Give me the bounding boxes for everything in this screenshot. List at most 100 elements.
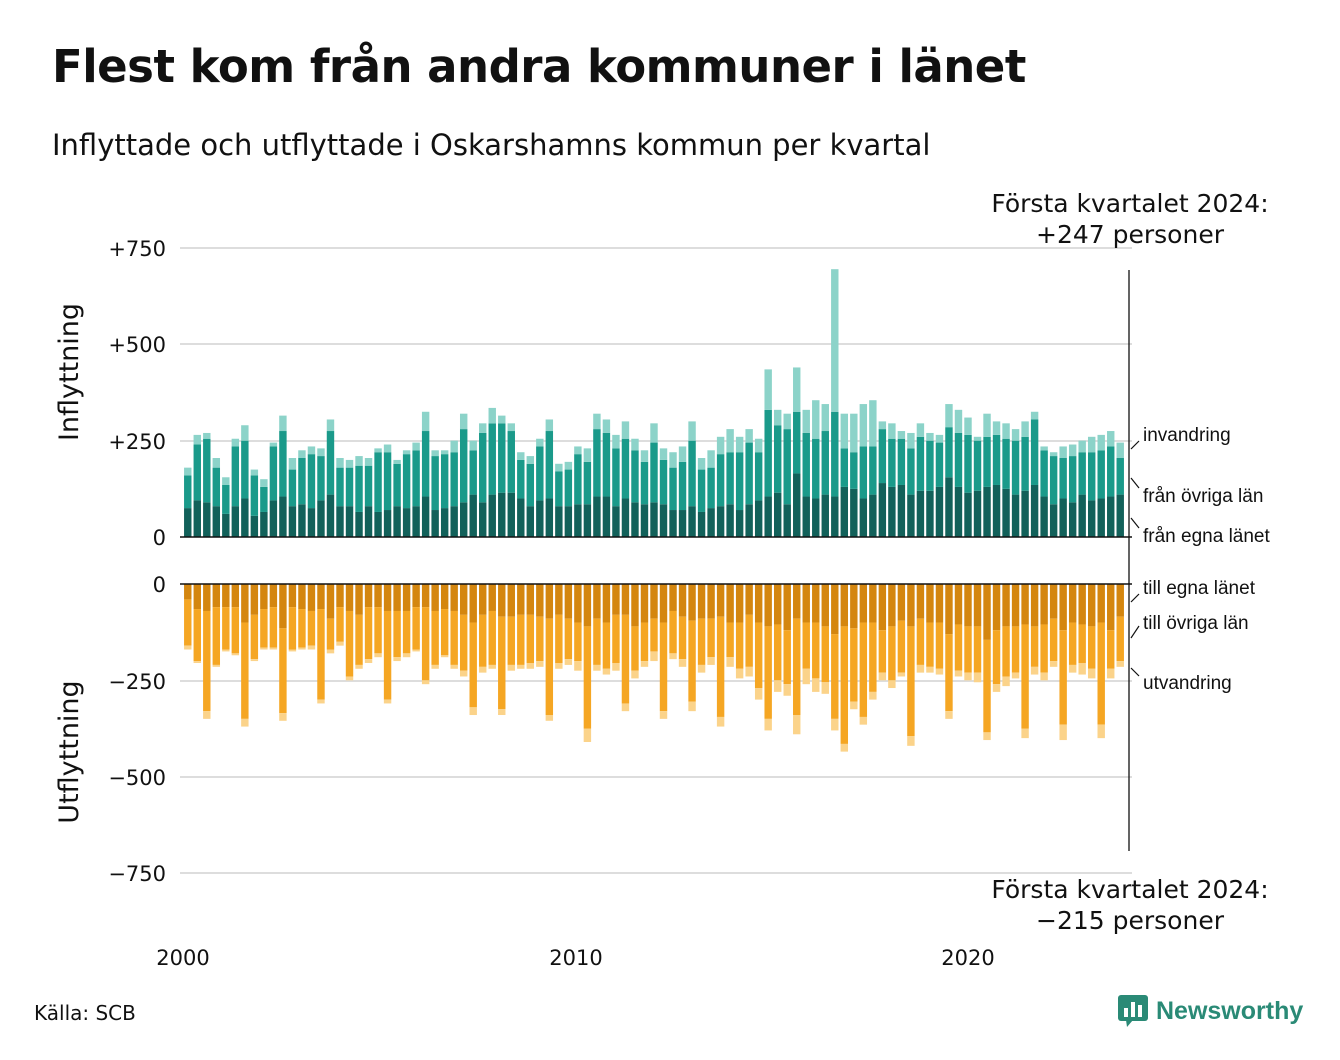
out-bar-utvandring [659,711,668,719]
out-bar-egna-lanet [498,584,506,617]
brand-name: Newsworthy [1156,996,1304,1025]
out-bar-ovriga-lan [317,609,325,700]
in-bar-egna-lanet [954,486,963,537]
out-bar-egna-lanet [754,584,763,623]
out-bar-egna-lanet [793,584,801,619]
in-bar-invandring [612,434,620,449]
out-bar-ovriga-lan [935,622,944,669]
out-bar-ovriga-lan [307,610,316,646]
in-bar-ovriga-lan [507,431,515,493]
out-bar-ovriga-lan [1011,626,1020,673]
in-bar-ovriga-lan [745,442,753,505]
in-bar-ovriga-lan [878,429,887,484]
out-bar-egna-lanet [631,584,639,627]
in-bar-ovriga-lan [203,438,211,503]
out-bar-egna-lanet [450,584,458,611]
out-bar-ovriga-lan [336,607,344,642]
out-bar-utvandring [469,707,477,716]
in-bar-ovriga-lan [754,452,763,501]
in-bar-ovriga-lan [793,411,801,474]
ylabel-out: Utflyttning [54,680,85,823]
in-bar-invandring [1078,440,1086,453]
out-bar-utvandring [707,657,715,665]
out-bar-egna-lanet [459,584,468,615]
out-bar-egna-lanet [383,584,392,611]
out-bar-egna-lanet [612,584,620,615]
out-bar-ovriga-lan [250,614,259,660]
in-bar-egna-lanet [869,494,877,537]
out-bar-egna-lanet [1068,584,1077,623]
out-bar-ovriga-lan [802,622,810,669]
out-bar-utvandring [479,666,487,673]
out-bar-utvandring [1049,661,1058,667]
series-label-ovriga-out: till övriga län [1143,613,1249,634]
in-bar-invandring [783,413,791,430]
in-bar-egna-lanet [602,496,611,537]
in-bar-egna-lanet [688,506,696,537]
in-bar-ovriga-lan [450,452,458,507]
out-bar-ovriga-lan [812,622,820,679]
out-bar-utvandring [317,699,325,704]
source-note: Källa: SCB [34,1001,136,1025]
out-bar-egna-lanet [650,584,658,619]
out-bar-utvandring [536,661,544,667]
out-bar-ovriga-lan [269,607,278,648]
in-bar-ovriga-lan [412,450,420,507]
in-bar-invandring [926,432,934,441]
out-bar-utvandring [812,678,820,692]
in-bar-egna-lanet [526,506,535,537]
in-bar-invandring [1097,434,1105,451]
out-bar-ovriga-lan [279,628,287,714]
out-bar-utvandring [1107,668,1115,679]
in-bar-egna-lanet [973,490,982,537]
in-bar-egna-lanet [412,506,420,537]
in-bar-egna-lanet [203,502,211,537]
out-bar-ovriga-lan [241,622,249,719]
in-bar-egna-lanet [1049,504,1058,537]
in-bar-egna-lanet [678,510,687,537]
in-bar-egna-lanet [345,506,354,537]
in-bar-invandring [1068,444,1077,457]
in-bar-ovriga-lan [393,463,401,507]
out-bar-utvandring [964,672,972,681]
in-bar-egna-lanet [260,511,268,537]
out-bar-ovriga-lan [945,634,953,712]
in-bar-egna-lanet [783,504,791,537]
in-bar-ovriga-lan [1049,456,1058,505]
out-bar-ovriga-lan [203,610,211,712]
out-bar-utvandring [517,664,525,669]
out-bar-utvandring [840,743,849,752]
in-bar-invandring [374,448,382,453]
out-bar-utvandring [897,672,906,677]
out-bar-utvandring [574,661,582,671]
out-bar-ovriga-lan [222,607,230,650]
out-bar-ovriga-lan [916,618,925,665]
out-bar-utvandring [992,684,1001,692]
in-bar-invandring [888,423,896,439]
in-bar-invandring [526,456,535,464]
out-bar-egna-lanet [1078,584,1086,625]
out-bar-utvandring [888,680,896,689]
out-bar-ovriga-lan [602,622,611,669]
in-bar-invandring [184,467,192,476]
out-bar-egna-lanet [773,584,782,625]
in-bar-invandring [821,404,829,432]
in-bar-ovriga-lan [184,475,192,509]
out-bar-egna-lanet [954,584,963,625]
in-bar-invandring [488,407,496,424]
out-bar-utvandring [307,645,316,650]
in-bar-invandring [383,444,392,453]
out-bar-egna-lanet [1011,584,1020,627]
in-bar-invandring [317,448,325,457]
in-bar-egna-lanet [545,498,554,537]
out-bar-ovriga-lan [507,616,515,665]
in-bar-egna-lanet [735,510,744,537]
out-bar-egna-lanet [812,584,820,623]
out-bar-utvandring [250,659,259,662]
in-bar-egna-lanet [1002,488,1010,537]
in-bar-egna-lanet [697,511,706,537]
out-bar-utvandring [878,672,887,681]
out-bar-ovriga-lan [754,622,763,689]
out-bar-utvandring [203,711,211,719]
in-bar-ovriga-lan [326,431,335,495]
